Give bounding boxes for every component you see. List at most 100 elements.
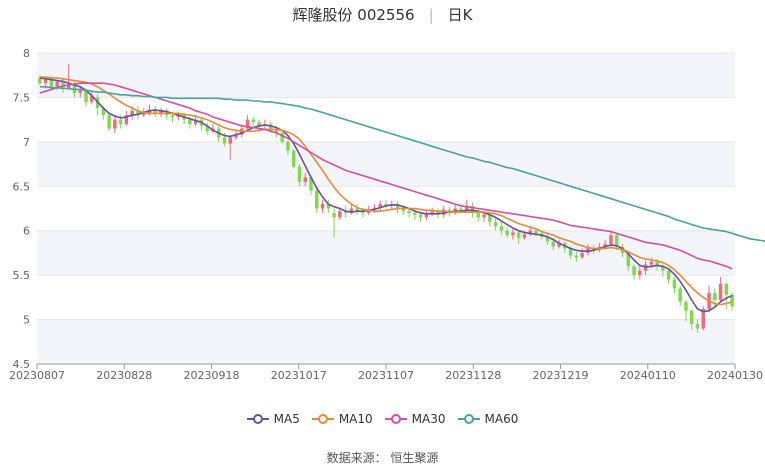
candle-body — [516, 232, 521, 238]
candle — [453, 204, 457, 215]
candle-body — [361, 211, 365, 213]
candle-body — [136, 110, 140, 116]
plot-band — [37, 230, 735, 276]
legend-item-ma10[interactable]: MA10 — [311, 412, 373, 426]
ma5-line — [39, 77, 733, 313]
candle-body — [413, 212, 417, 215]
candle-body — [113, 119, 117, 129]
y-tick-label: 7 — [23, 136, 30, 149]
candle — [297, 164, 302, 187]
candle-body — [343, 211, 348, 213]
candle-body — [72, 84, 77, 93]
legend-item-ma5[interactable]: MA5 — [246, 412, 300, 426]
candle-body — [465, 205, 469, 212]
candle-body — [430, 211, 434, 213]
candle — [280, 131, 284, 144]
candle-body — [107, 115, 111, 129]
candle-body — [545, 236, 550, 242]
candle-body — [476, 212, 481, 218]
candle — [609, 230, 613, 247]
candle — [234, 131, 238, 141]
candle-body — [626, 252, 631, 267]
candle-body — [170, 115, 175, 117]
legend-label: MA10 — [338, 412, 373, 426]
candle — [338, 208, 342, 221]
x-tick-label: 20231107 — [358, 369, 414, 382]
candle — [66, 63, 71, 91]
candle — [291, 148, 296, 169]
candle — [684, 300, 688, 322]
candlestick-chart: 4.5 5 5.5 6 6.5 7 7.5 8 20230807 20230828 2023091… — [9, 47, 765, 382]
chart-title: 辉隆股份 002556 | 日K — [0, 4, 765, 25]
candle-body — [730, 294, 734, 307]
candle — [355, 204, 359, 215]
candle — [332, 208, 336, 238]
candle-body — [309, 177, 313, 191]
y-tick-label: 8 — [23, 47, 30, 60]
candle-body — [418, 214, 423, 218]
period-label: 日K — [447, 6, 473, 24]
candle-body — [655, 261, 659, 267]
y-tick-label: 6.5 — [13, 180, 31, 193]
candle — [205, 122, 209, 135]
legend-item-ma60[interactable]: MA60 — [457, 412, 519, 426]
y-tick-label: 5.5 — [13, 269, 31, 282]
candle-body — [661, 266, 665, 271]
candle-body — [482, 214, 486, 218]
candle-body — [251, 119, 256, 123]
plot-band — [37, 141, 735, 187]
candle — [159, 108, 163, 117]
candle-body — [557, 243, 561, 247]
candle-body — [638, 270, 642, 276]
candle-body — [349, 208, 354, 213]
title-separator: | — [428, 6, 434, 24]
legend-label: MA60 — [484, 412, 519, 426]
candle-body — [701, 308, 706, 329]
candle — [580, 248, 584, 260]
candle — [701, 306, 706, 331]
candle-body — [713, 292, 717, 301]
candle-body — [724, 284, 729, 295]
candle-body — [678, 288, 682, 302]
candle — [153, 106, 157, 117]
candle — [251, 116, 256, 126]
y-tick-label: 6 — [23, 225, 30, 238]
candle-body — [234, 134, 238, 138]
candle-body — [291, 150, 296, 167]
candle-body — [684, 301, 688, 311]
candle — [303, 172, 307, 187]
candle-body — [470, 205, 475, 213]
candle-body — [297, 166, 302, 182]
candle — [724, 282, 729, 309]
candle — [378, 200, 382, 212]
candle-body — [384, 204, 388, 206]
candle-body — [718, 284, 723, 301]
candle — [505, 227, 509, 238]
candle-body — [66, 84, 71, 89]
candle — [707, 285, 711, 313]
candle-body — [130, 110, 134, 116]
candle — [286, 140, 290, 156]
candle-body — [395, 204, 400, 209]
candle — [511, 228, 515, 240]
candle — [493, 218, 498, 231]
legend-swatch-marker — [463, 414, 474, 424]
candle-body — [690, 310, 694, 325]
candle — [695, 319, 700, 333]
candle-body — [193, 119, 198, 125]
x-tick-label: 20240130 — [707, 369, 763, 382]
candle-body — [101, 108, 106, 116]
candle — [384, 199, 388, 209]
plot-band — [37, 319, 735, 364]
candle-body — [84, 90, 88, 102]
candle-body — [90, 95, 94, 102]
candle-body — [695, 324, 700, 329]
candle-body — [407, 211, 411, 213]
legend-item-ma30[interactable]: MA30 — [384, 412, 446, 426]
candle-body — [286, 141, 290, 151]
ma10-line — [39, 76, 733, 306]
legend-swatch — [246, 413, 269, 425]
x-tick-label: 20240110 — [620, 369, 676, 382]
candle — [395, 201, 400, 213]
candle — [124, 110, 129, 126]
